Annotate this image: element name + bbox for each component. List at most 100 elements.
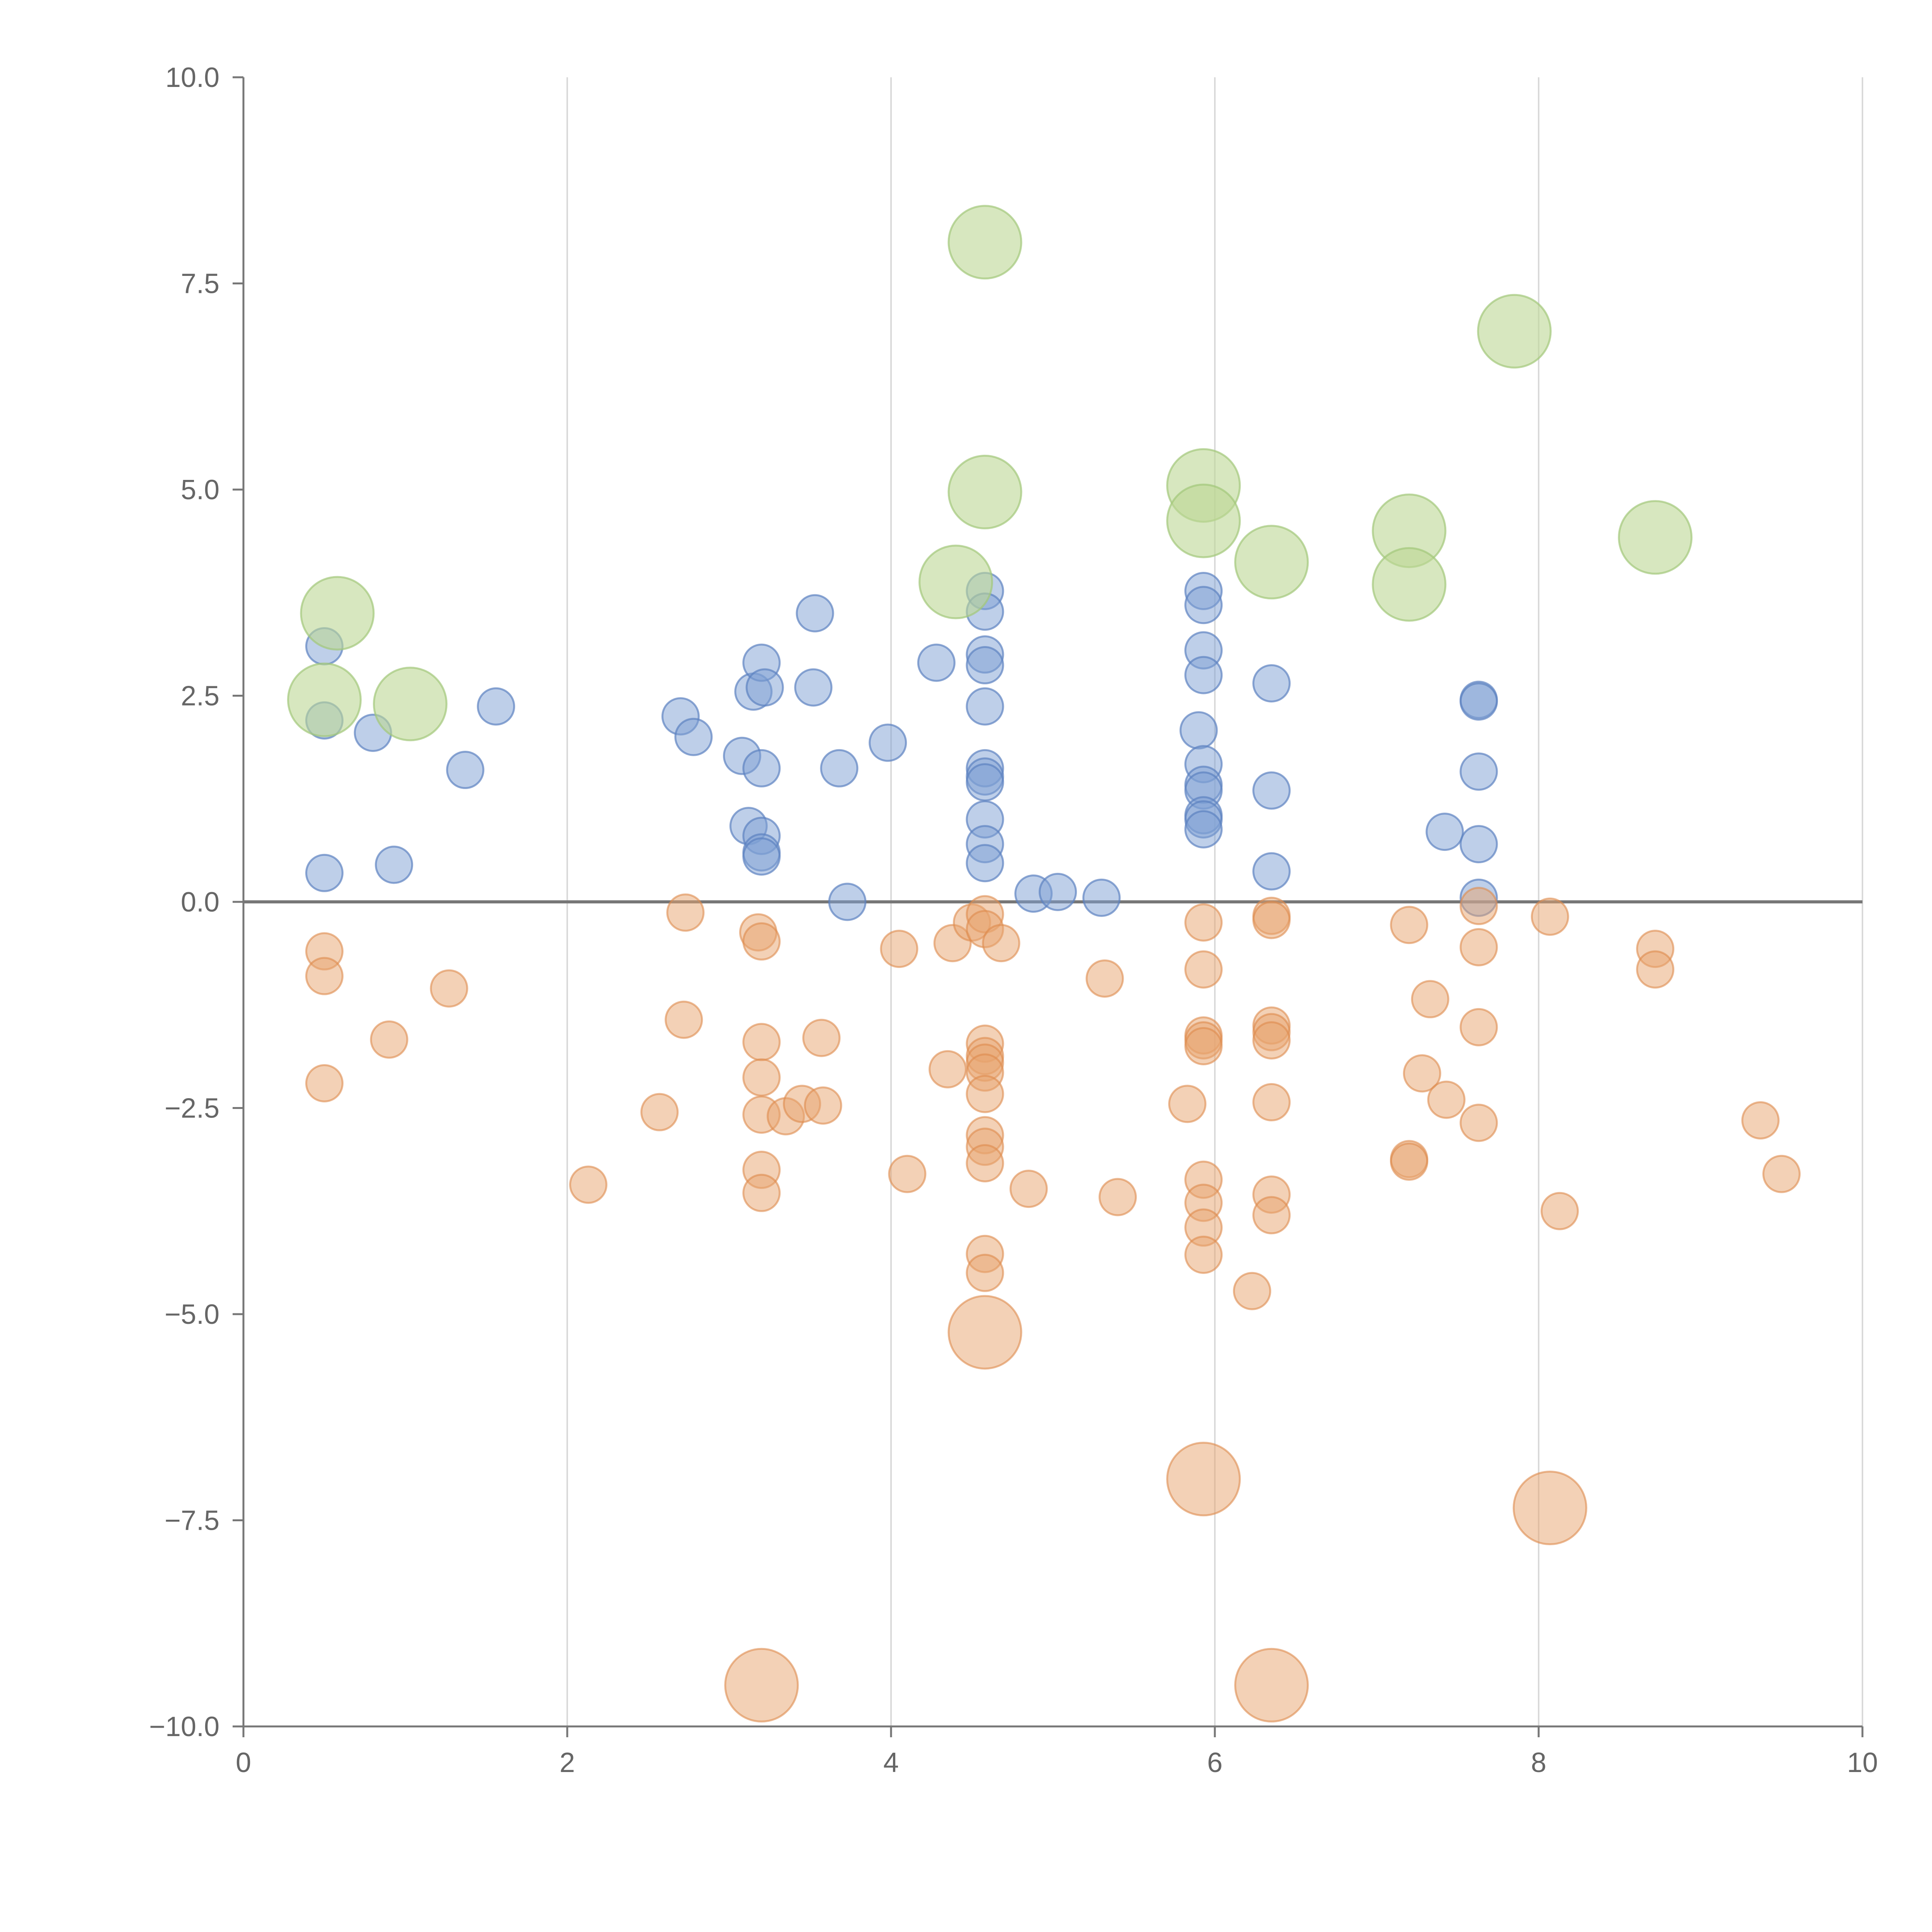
data-point-positive-48[interactable] [1184,810,1223,849]
data-point-positive-large-7[interactable] [1166,483,1241,558]
data-point-positive-51[interactable] [1252,852,1291,891]
data-point-negative-22[interactable] [929,1050,967,1088]
y-tick-label-2: 5.0 [181,474,219,505]
data-point-positive-5[interactable] [446,751,485,789]
x-tick-label-0: 0 [236,1747,251,1778]
data-point-negative-12[interactable] [742,1058,781,1097]
data-point-positive-large-12[interactable] [1618,500,1693,575]
data-point-negative-20[interactable] [880,930,918,968]
data-point-positive-large-11[interactable] [1477,294,1552,369]
data-point-positive-49[interactable] [1252,664,1291,702]
data-point-negative-53[interactable] [1252,901,1291,939]
data-point-positive-21[interactable] [828,883,867,921]
data-point-negative-27[interactable] [982,924,1020,963]
data-point-negative-41[interactable] [1168,1085,1207,1123]
data-point-negative-large-1[interactable] [1166,1442,1241,1517]
data-point-negative-35[interactable] [966,1144,1004,1182]
data-point-negative-6[interactable] [640,1093,679,1131]
data-point-positive-20[interactable] [820,749,859,787]
data-point-negative-38[interactable] [1009,1170,1048,1208]
data-point-negative-56[interactable] [1252,1021,1291,1060]
data-point-negative-50[interactable] [1184,1235,1223,1274]
y-tick-label-5: −2.5 [165,1093,219,1124]
data-point-positive-19[interactable] [794,668,833,707]
data-point-negative-68[interactable] [1459,1008,1498,1046]
data-point-positive-17[interactable] [742,837,781,876]
data-point-negative-10[interactable] [742,922,781,961]
data-point-positive-37[interactable] [1082,878,1121,917]
data-point-negative-67[interactable] [1459,928,1498,966]
data-point-negative-8[interactable] [665,1000,703,1039]
data-point-negative-40[interactable] [1099,1178,1137,1216]
data-point-positive-13[interactable] [742,749,781,787]
data-point-positive-large-1[interactable] [287,662,362,737]
data-point-negative-73[interactable] [1636,950,1675,989]
data-point-negative-large-0[interactable] [947,1295,1022,1370]
data-point-positive-6[interactable] [477,687,515,726]
data-point-positive-23[interactable] [917,643,956,682]
data-point-negative-65[interactable] [1427,1080,1466,1119]
data-point-positive-52[interactable] [1425,813,1464,851]
data-point-positive-large-0[interactable] [300,576,375,651]
data-point-negative-21[interactable] [888,1155,927,1193]
data-point-negative-32[interactable] [966,1075,1004,1113]
data-point-negative-large-2[interactable] [1512,1470,1587,1545]
y-tick-label-6: −5.0 [165,1299,219,1330]
data-point-negative-64[interactable] [1411,980,1449,1019]
data-point-positive-11[interactable] [745,668,784,707]
data-point-positive-34[interactable] [966,844,1004,883]
data-point-positive-large-2[interactable] [373,667,448,742]
data-point-negative-59[interactable] [1252,1196,1291,1235]
data-point-negative-63[interactable] [1403,1054,1441,1093]
data-point-positive-3[interactable] [305,854,344,892]
data-point-positive-56[interactable] [1459,825,1498,864]
data-point-negative-3[interactable] [370,1020,408,1059]
data-point-negative-2[interactable] [305,1064,344,1102]
data-point-negative-43[interactable] [1184,950,1223,989]
data-point-positive-55[interactable] [1459,752,1498,791]
data-point-positive-42[interactable] [1179,711,1218,750]
data-point-positive-18[interactable] [796,594,834,633]
data-point-positive-50[interactable] [1252,771,1291,810]
data-point-negative-46[interactable] [1184,1027,1223,1065]
data-point-positive-large-3[interactable] [947,205,1022,280]
data-point-positive-31[interactable] [966,763,1004,802]
data-point-positive-8[interactable] [674,718,713,756]
data-point-negative-19[interactable] [804,1086,842,1125]
data-point-negative-39[interactable] [1085,959,1124,998]
data-point-positive-41[interactable] [1184,656,1223,694]
data-point-negative-large-4[interactable] [1234,1648,1309,1723]
data-point-positive-large-4[interactable] [947,454,1022,529]
data-point-negative-42[interactable] [1184,903,1223,942]
data-point-negative-51[interactable] [1233,1272,1271,1310]
data-point-negative-69[interactable] [1459,1104,1498,1142]
y-tick-label-8: −10.0 [149,1711,219,1742]
data-point-negative-large-3[interactable] [724,1648,799,1723]
data-point-negative-7[interactable] [666,893,705,932]
data-point-positive-54[interactable] [1459,682,1498,721]
data-point-positive-large-5[interactable] [918,544,993,619]
data-point-positive-large-10[interactable] [1372,547,1447,622]
data-point-positive-27[interactable] [966,646,1004,685]
data-point-negative-57[interactable] [1252,1083,1291,1122]
data-point-negative-37[interactable] [966,1253,1004,1292]
data-point-positive-22[interactable] [869,723,907,762]
data-point-positive-4[interactable] [375,845,413,884]
data-point-negative-62[interactable] [1390,1142,1429,1181]
data-point-negative-11[interactable] [742,1023,781,1061]
data-point-positive-28[interactable] [966,687,1004,726]
data-point-positive-39[interactable] [1184,586,1223,624]
data-point-positive-large-8[interactable] [1234,525,1309,600]
data-point-positive-36[interactable] [1039,872,1077,911]
data-point-negative-75[interactable] [1762,1155,1801,1193]
data-point-negative-1[interactable] [305,957,344,995]
data-point-negative-70[interactable] [1531,897,1569,936]
data-point-negative-15[interactable] [742,1173,781,1212]
data-point-negative-71[interactable] [1540,1192,1579,1230]
data-point-negative-4[interactable] [430,969,468,1008]
data-point-negative-66[interactable] [1459,887,1498,925]
data-point-negative-5[interactable] [569,1165,607,1204]
data-point-negative-74[interactable] [1741,1101,1780,1140]
data-point-negative-60[interactable] [1390,906,1429,944]
data-point-negative-18[interactable] [802,1019,841,1057]
